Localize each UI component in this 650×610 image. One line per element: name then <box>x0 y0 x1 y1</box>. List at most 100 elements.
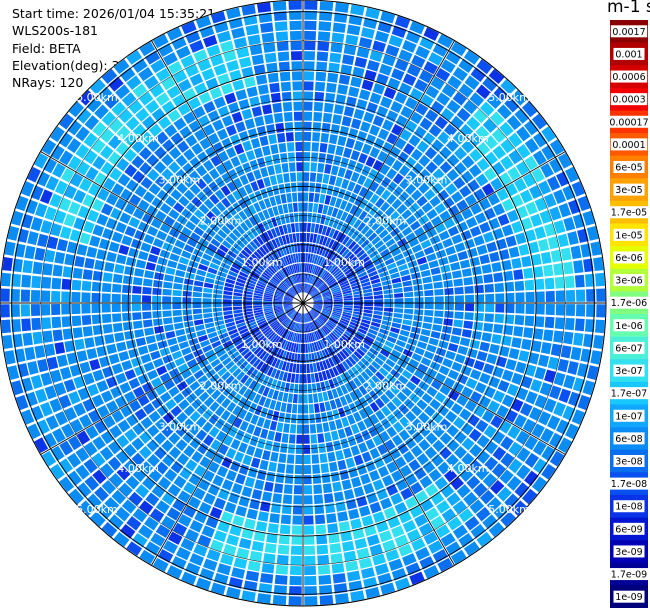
range-bin-cell <box>313 277 320 286</box>
range-bin-cell <box>233 177 243 189</box>
range-bin-cell <box>309 253 314 263</box>
range-bin-cell <box>544 316 555 329</box>
range-bin-cell <box>415 45 431 59</box>
range-bin-cell <box>421 392 433 404</box>
range-bin-cell <box>152 303 162 311</box>
range-bin-cell <box>524 279 535 291</box>
range-bin-cell <box>300 243 303 252</box>
range-bin-cell <box>183 405 195 417</box>
range-bin-cell <box>434 203 447 215</box>
range-bin-cell <box>596 304 606 318</box>
range-bin-cell <box>391 470 403 483</box>
range-bin-cell <box>186 202 198 214</box>
range-bin-cell <box>246 353 256 363</box>
range-bin-cell <box>479 341 490 352</box>
range-ring-label: 5.00km <box>76 91 118 104</box>
range-bin-cell <box>311 213 317 223</box>
range-bin-cell <box>287 342 293 352</box>
range-bin-cell <box>394 534 409 548</box>
range-bin-cell <box>196 191 208 203</box>
range-bin-cell <box>549 432 563 449</box>
range-bin-cell <box>177 490 191 504</box>
range-bin-cell <box>549 139 565 156</box>
range-bin-cell <box>217 229 228 239</box>
range-bin-cell <box>246 423 256 435</box>
range-bin-cell <box>152 557 169 572</box>
range-bin-cell <box>333 328 342 337</box>
range-bin-cell <box>284 305 293 309</box>
range-bin-cell <box>398 334 408 343</box>
colorbar-tick-label: 0.00017 <box>610 117 648 128</box>
range-bin-cell <box>574 318 585 332</box>
range-bin-cell <box>98 356 111 368</box>
range-bin-cell <box>159 203 172 215</box>
range-bin-cell <box>217 328 227 335</box>
range-bin-cell <box>336 273 345 281</box>
range-bin-cell <box>328 333 337 342</box>
range-bin-cell <box>278 534 290 545</box>
range-bin-cell <box>289 575 302 586</box>
range-bin-cell <box>92 436 106 451</box>
range-bin-cell <box>208 132 220 145</box>
range-bin-cell <box>291 404 298 414</box>
range-bin-cell <box>321 311 331 317</box>
range-bin-cell <box>172 296 182 303</box>
range-bin-cell <box>285 341 291 351</box>
range-bin-cell <box>288 289 296 296</box>
range-bin-cell <box>531 253 542 266</box>
range-bin-cell <box>274 359 281 369</box>
range-bin-cell <box>172 221 184 232</box>
range-bin-cell <box>262 145 271 156</box>
range-bin-cell <box>280 514 291 525</box>
range-bin-cell <box>144 541 161 556</box>
range-bin-cell <box>228 232 239 242</box>
range-bin-cell <box>570 245 582 260</box>
range-bin-cell <box>246 171 256 183</box>
range-bin-cell <box>364 228 374 239</box>
range-bin-cell <box>543 329 554 342</box>
range-bin-cell <box>434 310 444 318</box>
range-bin-cell <box>224 282 235 288</box>
range-bin-cell <box>175 269 186 278</box>
range-bin-cell <box>185 529 200 542</box>
range-bin-cell <box>540 251 552 264</box>
range-bin-cell <box>120 524 136 539</box>
range-bin-cell <box>97 188 110 201</box>
range-bin-cell <box>368 168 378 180</box>
range-bin-cell <box>164 468 178 482</box>
range-bin-cell <box>137 199 150 212</box>
range-bin-cell <box>522 418 536 434</box>
range-bin-cell <box>369 124 381 137</box>
range-bin-cell <box>288 233 294 244</box>
range-bin-cell <box>487 400 501 413</box>
range-bin-cell <box>219 244 229 253</box>
range-bin-cell <box>351 230 360 240</box>
range-bin-cell <box>298 384 303 394</box>
range-bin-cell <box>484 283 494 293</box>
range-bin-cell <box>203 434 215 447</box>
range-bin-cell <box>359 325 369 332</box>
range-bin-cell <box>405 170 417 182</box>
range-bin-cell <box>108 353 120 365</box>
range-bin-cell <box>372 435 383 447</box>
range-bin-cell <box>452 213 465 225</box>
range-bin-cell <box>445 410 458 423</box>
range-bin-cell <box>568 199 581 215</box>
range-bin-cell <box>504 281 515 292</box>
range-bin-cell <box>101 111 117 127</box>
range-bin-cell <box>340 373 348 384</box>
range-bin-cell <box>161 492 176 506</box>
range-bin-cell <box>178 341 190 350</box>
range-bin-cell <box>142 286 152 295</box>
range-bin-cell <box>456 484 471 499</box>
range-bin-cell <box>353 246 363 256</box>
range-bin-cell <box>50 223 62 237</box>
range-bin-cell <box>362 285 372 291</box>
range-bin-cell <box>333 354 341 364</box>
range-bin-cell <box>333 242 341 252</box>
range-bin-cell <box>358 37 373 49</box>
range-bin-cell <box>180 54 195 68</box>
range-bin-cell <box>204 447 217 460</box>
range-bin-cell <box>192 303 202 309</box>
range-bin-cell <box>531 113 547 130</box>
